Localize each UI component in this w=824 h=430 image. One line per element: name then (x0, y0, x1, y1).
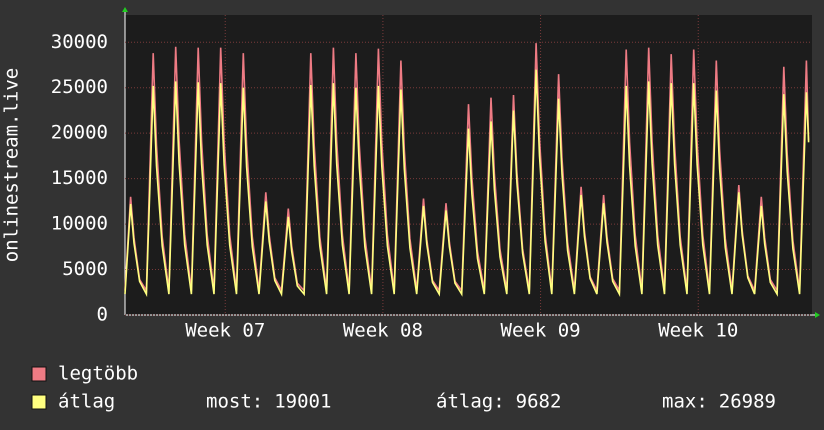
y-axis-label: onlinestream.live (1, 68, 23, 262)
stat-value: 26989 (719, 391, 776, 413)
x-arrow (815, 312, 820, 318)
y-arrow (122, 7, 128, 12)
stat-value: 19001 (274, 391, 331, 413)
legend-label: átlag (58, 391, 115, 413)
x-tick-label: Week 08 (343, 320, 423, 342)
x-tick-label: Week 09 (501, 320, 581, 342)
stat-label: átlag: (436, 391, 505, 413)
series-line (124, 69, 810, 298)
stat-value: 9682 (516, 391, 562, 413)
stat-label: max: (662, 391, 708, 413)
y-tick-label: 0 (97, 304, 108, 326)
x-tick-label: Week 07 (185, 320, 265, 342)
legend-swatch (31, 366, 47, 382)
plot-area (125, 15, 812, 315)
legend-label: legtöbb (58, 363, 138, 385)
y-tick-label: 25000 (51, 76, 108, 98)
stat-label: most: (206, 391, 263, 413)
y-tick-label: 30000 (51, 31, 108, 53)
y-tick-label: 10000 (51, 213, 108, 235)
legend-swatch (31, 394, 47, 410)
y-tick-label: 5000 (62, 258, 108, 280)
y-tick-label: 15000 (51, 167, 108, 189)
x-tick-label: Week 10 (658, 320, 738, 342)
y-tick-label: 20000 (51, 122, 108, 144)
